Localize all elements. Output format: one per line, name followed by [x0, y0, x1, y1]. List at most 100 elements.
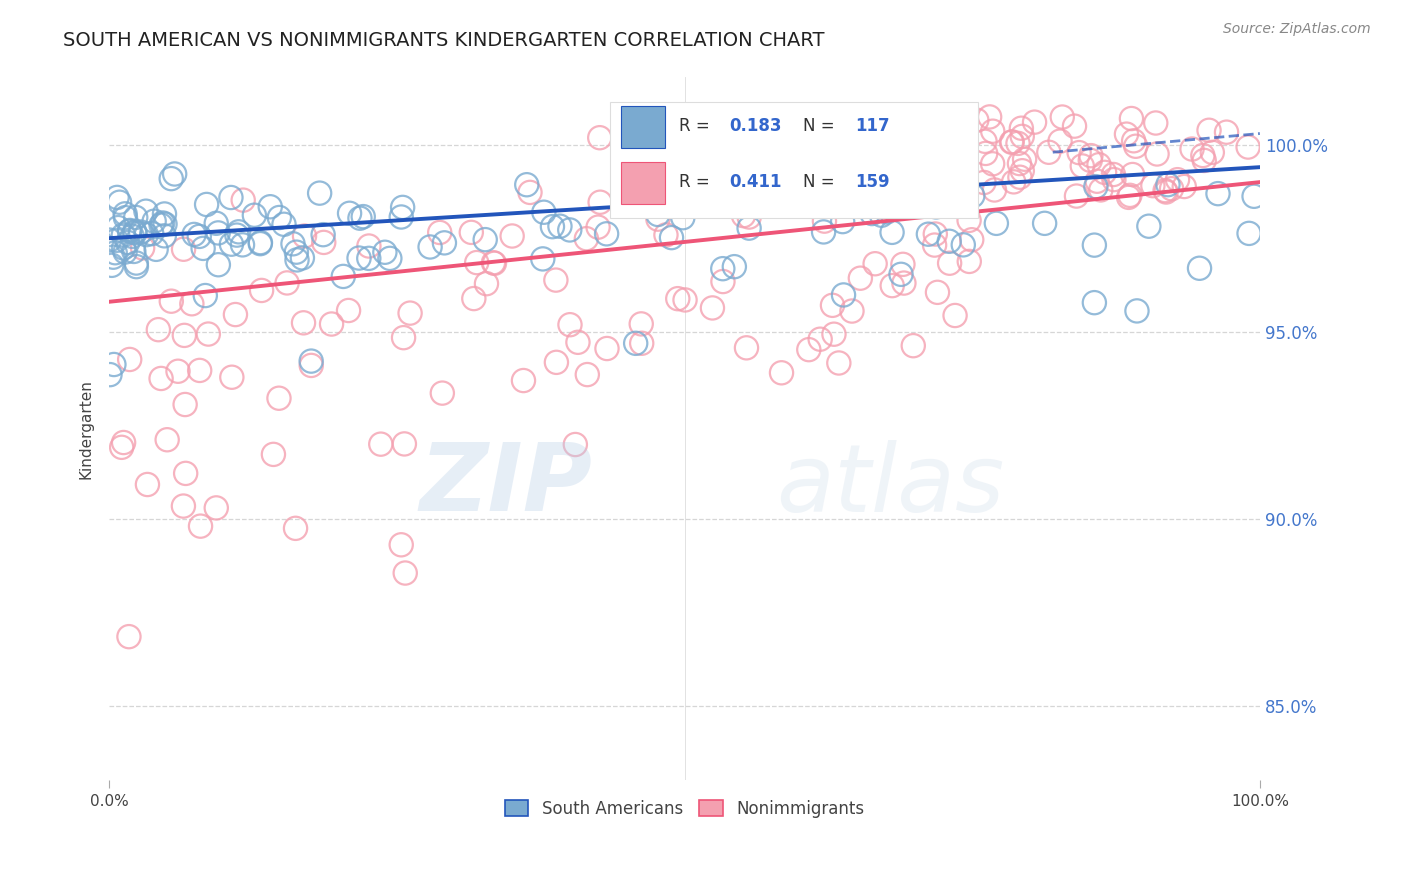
Point — [352, 210, 374, 224]
Point — [647, 212, 669, 227]
Point — [1243, 189, 1265, 203]
Point — [269, 211, 291, 225]
Text: R =: R = — [679, 117, 714, 135]
Point — [891, 257, 914, 271]
Point — [121, 229, 143, 244]
Point — [575, 232, 598, 246]
Point — [832, 288, 855, 302]
Point — [143, 214, 166, 228]
Point — [516, 178, 538, 192]
Legend: South Americans, Nonimmigrants: South Americans, Nonimmigrants — [498, 793, 870, 825]
Point — [312, 227, 335, 242]
Point — [983, 183, 1005, 197]
Point — [960, 233, 983, 247]
Point — [174, 397, 197, 411]
Text: N =: N = — [803, 117, 839, 135]
FancyBboxPatch shape — [610, 102, 979, 218]
Point — [981, 157, 1004, 171]
Text: 117: 117 — [855, 117, 890, 135]
Point — [1192, 153, 1215, 168]
Point — [1237, 140, 1260, 154]
Point — [463, 292, 485, 306]
Point — [1137, 219, 1160, 234]
Point — [160, 171, 183, 186]
Point — [1069, 145, 1091, 160]
Point — [122, 244, 145, 259]
Point — [558, 223, 581, 237]
Point — [394, 566, 416, 580]
Point — [148, 323, 170, 337]
Point — [195, 197, 218, 211]
Point — [114, 211, 136, 225]
Point — [661, 196, 683, 211]
Point — [173, 328, 195, 343]
Point — [150, 218, 173, 232]
Point — [312, 235, 335, 250]
Point — [294, 229, 316, 244]
Point — [927, 285, 949, 300]
FancyBboxPatch shape — [621, 105, 665, 148]
Point — [1066, 189, 1088, 203]
Point — [1002, 175, 1025, 189]
Point — [932, 194, 955, 208]
Point — [595, 227, 617, 241]
Point — [219, 190, 242, 204]
Point — [232, 193, 254, 207]
Point — [576, 368, 599, 382]
Point — [1102, 172, 1125, 186]
Point — [125, 256, 148, 270]
Point — [1146, 147, 1168, 161]
Point — [733, 209, 755, 223]
Point — [347, 251, 370, 265]
Point — [205, 216, 228, 230]
Point — [349, 211, 371, 226]
Point — [661, 230, 683, 244]
Point — [907, 164, 929, 178]
Point — [863, 257, 886, 271]
Point — [929, 167, 952, 181]
Point — [738, 221, 761, 235]
Point — [221, 237, 243, 252]
Text: atlas: atlas — [776, 440, 1005, 531]
Point — [394, 437, 416, 451]
Point — [172, 499, 194, 513]
Point — [112, 435, 135, 450]
Point — [276, 276, 298, 290]
Point — [1154, 184, 1177, 198]
Point — [1173, 179, 1195, 194]
Point — [586, 220, 609, 235]
Point — [224, 308, 246, 322]
Point — [292, 316, 315, 330]
Point — [429, 226, 451, 240]
Point — [231, 238, 253, 252]
Point — [249, 236, 271, 251]
Point — [267, 391, 290, 405]
Point — [391, 201, 413, 215]
Point — [882, 278, 904, 293]
Point — [118, 224, 141, 238]
Point — [1125, 139, 1147, 153]
Text: R =: R = — [679, 173, 714, 191]
Point — [228, 225, 250, 239]
Point — [938, 256, 960, 270]
Point — [118, 630, 141, 644]
Point — [125, 260, 148, 274]
Point — [589, 195, 612, 210]
Point — [107, 220, 129, 235]
Point — [986, 216, 1008, 230]
Point — [285, 252, 308, 267]
Point — [188, 363, 211, 377]
Point — [924, 238, 946, 252]
Point — [558, 318, 581, 332]
Point — [1080, 148, 1102, 162]
Point — [339, 206, 361, 220]
Point — [544, 273, 567, 287]
Point — [630, 336, 652, 351]
Point — [118, 223, 141, 237]
Point — [823, 327, 845, 342]
Point — [197, 327, 219, 342]
Point — [105, 190, 128, 204]
Point — [1206, 186, 1229, 201]
Point — [533, 205, 555, 219]
Point — [957, 254, 980, 268]
